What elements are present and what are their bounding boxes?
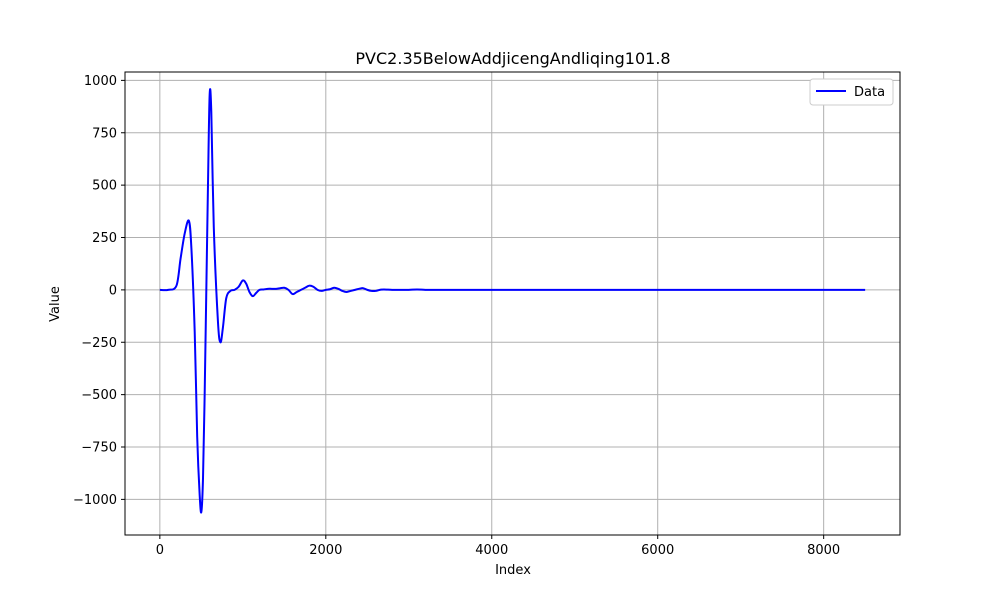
x-axis-label: Index <box>495 563 531 578</box>
y-tick-label: −250 <box>81 336 117 351</box>
y-tick-label: 500 <box>92 179 117 194</box>
y-tick-label: −500 <box>81 388 117 403</box>
x-tick-label: 8000 <box>807 543 840 558</box>
y-axis: 1000 750 500 250 0 −250 −500 −750 −1000 <box>73 74 125 508</box>
chart-title: PVC2.35BelowAddjicengAndliqing101.8 <box>355 49 670 68</box>
legend-label: Data <box>854 85 885 100</box>
y-tick-label: 750 <box>92 126 117 141</box>
series-layer <box>159 88 866 514</box>
x-tick-label: 4000 <box>475 543 508 558</box>
y-tick-label: 0 <box>109 283 117 298</box>
plot-frame <box>124 71 901 536</box>
y-tick-label: −1000 <box>73 493 117 508</box>
y-tick-label: 1000 <box>84 74 117 89</box>
legend: Data <box>809 78 894 106</box>
series-line-data <box>159 88 866 514</box>
y-tick-label: 250 <box>92 231 117 246</box>
x-axis: 0 2000 4000 6000 8000 <box>156 535 840 558</box>
y-tick-label: −750 <box>81 441 117 456</box>
legend-box <box>809 78 894 106</box>
x-tick-label: 2000 <box>309 543 342 558</box>
x-tick-label: 6000 <box>641 543 674 558</box>
x-tick-label: 0 <box>156 543 164 558</box>
y-axis-label: Value <box>48 286 63 322</box>
